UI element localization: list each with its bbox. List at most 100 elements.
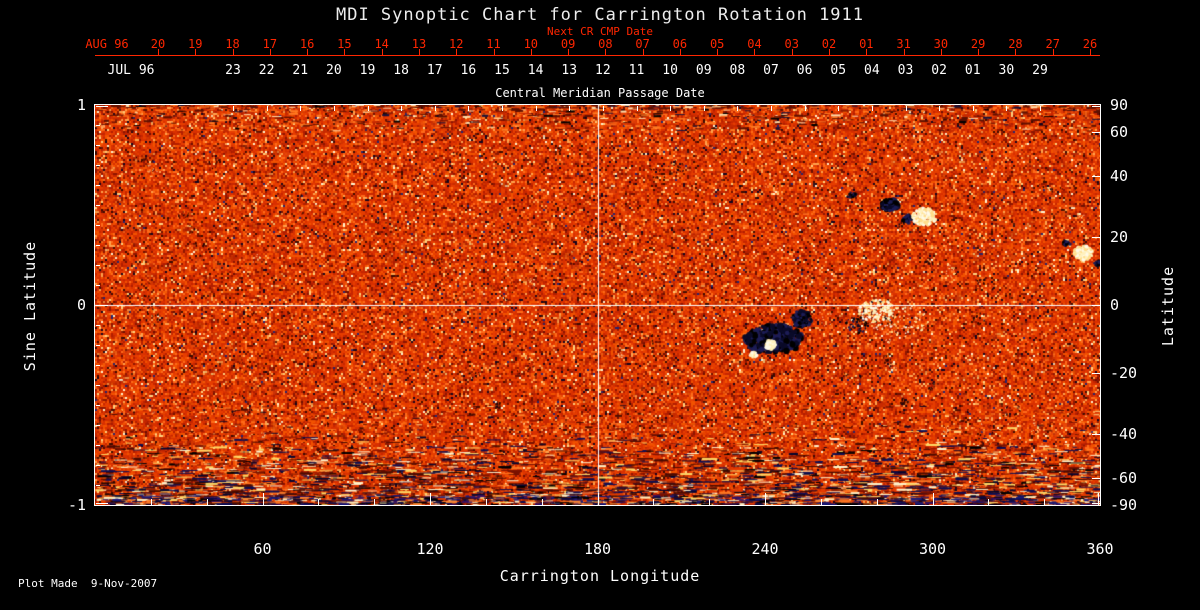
left-axis-minor-tick [96, 205, 100, 206]
cmp-date: 30 [998, 63, 1015, 78]
next-cr-date: 30 [933, 37, 949, 51]
bottom-axis-minor-tick [876, 499, 878, 505]
next-cr-date: 26 [1082, 37, 1098, 51]
bottom-axis-tick-label: 360 [1086, 540, 1114, 558]
cmp-date: 08 [729, 63, 746, 78]
cmp-date: 19 [359, 63, 376, 78]
cmp-date-axis: 23 22 21 20 19 18 17 16 15 14 13 12 11 10 09 08 07 06 05 04… [0, 63, 1200, 78]
next-cr-date: 02 [821, 37, 837, 51]
right-axis-tick-label: 90 [1110, 96, 1129, 114]
next-cr-tick [1015, 49, 1017, 55]
next-cr-date: 10 [523, 37, 539, 51]
next-cr-tick [307, 49, 309, 55]
cmp-date: 17 [426, 63, 443, 78]
right-axis-title: Latitude [1159, 265, 1177, 347]
cmp-date: 10 [662, 63, 678, 78]
cmp-date: 20 [326, 63, 342, 78]
cmp-tick [502, 106, 503, 111]
cmp-date: 01 [964, 63, 981, 78]
cmp-date: 05 [830, 63, 847, 78]
right-axis-tick [1092, 305, 1100, 306]
left-axis-minor-tick [96, 285, 100, 286]
cmp-tick [266, 106, 268, 111]
left-axis-minor-tick [96, 385, 100, 386]
cmp-tick [602, 106, 604, 111]
right-axis-tick [1092, 503, 1100, 504]
bottom-axis-tick-label: 240 [751, 540, 779, 558]
next-cr-tick [493, 49, 495, 55]
right-axis-tick-label: 60 [1110, 122, 1129, 141]
bottom-axis-minor-tick [1044, 499, 1046, 505]
cmp-tick [804, 106, 806, 111]
cmp-tick [434, 106, 436, 111]
bottom-axis-tick [262, 493, 264, 505]
right-axis-tick-label: 20 [1110, 227, 1129, 246]
right-axis-tick [1092, 433, 1100, 435]
bottom-axis-minor-tick [318, 499, 320, 505]
bottom-axis-minor-tick [820, 499, 822, 505]
right-axis-tick-label: -20 [1110, 364, 1138, 383]
left-axis-minor-tick [96, 145, 100, 146]
bottom-axis-minor-tick [709, 499, 711, 505]
left-axis-minor-tick [96, 365, 100, 366]
cmp-tick [333, 106, 335, 111]
bottom-axis-minor-tick [150, 499, 152, 505]
left-axis-minor-tick [96, 245, 100, 246]
cmp-date: 04 [864, 63, 880, 78]
cmp-month-label: JUL 96 [107, 63, 155, 78]
left-axis-tick-label: 0 [76, 296, 86, 314]
left-axis-minor-tick [96, 405, 100, 406]
bottom-axis-minor-tick [206, 499, 208, 505]
next-cr-date: 28 [1008, 37, 1023, 51]
right-axis-tick-label: 0 [1110, 296, 1120, 314]
magnetogram-heatmap [95, 105, 1100, 505]
left-axis-tick [96, 305, 108, 306]
cmp-date: 14 [527, 63, 544, 78]
bottom-axis-tick-label: 120 [416, 540, 444, 558]
bottom-axis-tick [765, 493, 766, 505]
next-cr-tick [381, 49, 383, 55]
cmp-date: 18 [393, 63, 409, 78]
left-axis-tick-label: -1 [67, 496, 86, 514]
cmp-date: 13 [561, 63, 578, 78]
right-axis-tick [1092, 131, 1100, 133]
right-axis-tick-label: -90 [1110, 496, 1138, 514]
cmp-tick [535, 106, 537, 111]
next-cr-date-axis: 20 19 18 17 16 15 14 13 12 11 10 09 08 07 06 05 04 03 02 01… [0, 37, 1200, 51]
cmp-tick [737, 106, 739, 111]
next-cr-date: 14 [374, 37, 389, 51]
cmp-date: 02 [931, 63, 947, 78]
cmp-date: 23 [225, 63, 241, 78]
next-cr-tick [530, 49, 532, 55]
cmp-tick [636, 106, 638, 111]
next-cr-date: 08 [598, 37, 613, 51]
right-axis-tick-label: -60 [1110, 469, 1138, 488]
next-cr-tick [940, 49, 942, 55]
next-cr-tick [269, 49, 271, 55]
bottom-axis-tick [932, 493, 934, 505]
bottom-axis-tick [430, 493, 431, 505]
next-cr-tick [418, 49, 420, 55]
left-axis-tick-label: 1 [76, 96, 86, 114]
right-axis-tick-label: 40 [1110, 167, 1129, 186]
cmp-date: 22 [258, 63, 275, 78]
left-axis-minor-tick [96, 185, 100, 186]
next-cr-date: 15 [337, 37, 352, 51]
cmp-tick [1006, 106, 1008, 111]
left-axis-minor-tick [96, 485, 100, 486]
next-cr-tick [642, 49, 644, 55]
cmp-tick [905, 106, 907, 111]
right-axis-tick [1092, 373, 1100, 375]
cmp-tick [871, 106, 873, 111]
left-axis-tick [96, 503, 108, 504]
next-cr-date: 12 [449, 37, 464, 51]
next-cr-tick [195, 49, 197, 55]
bottom-axis-tick-label: 180 [583, 540, 612, 558]
next-cr-tick [978, 49, 980, 55]
next-cr-tick [903, 49, 905, 55]
bottom-axis-minor-tick [541, 499, 543, 505]
cmp-date: 12 [595, 63, 611, 78]
cmp-tick [939, 106, 941, 111]
next-cr-tick [605, 49, 607, 55]
bottom-axis-tick-label: 300 [918, 540, 947, 558]
